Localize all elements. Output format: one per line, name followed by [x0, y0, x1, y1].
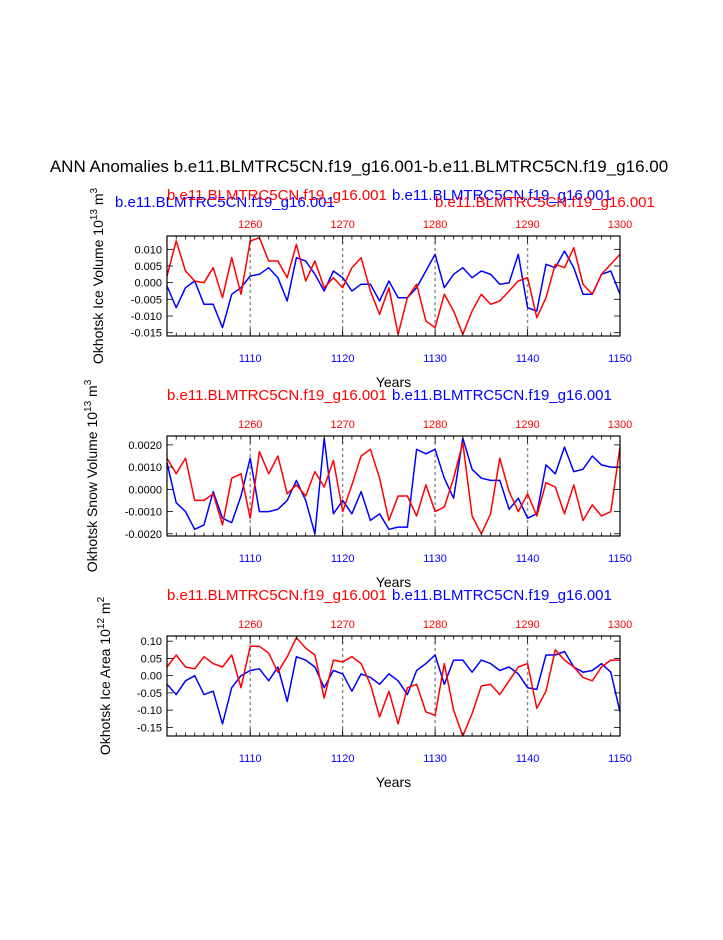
- series-label-blue-2: b.e11.BLMTRC5CN.f19_g16.001: [392, 187, 612, 204]
- y-axis-label-ylabel-exp: 13: [83, 400, 94, 412]
- y-tick-label: 0.10: [141, 636, 162, 648]
- y-tick-label: 0.00: [141, 671, 162, 683]
- x-tick-label-bottom: 1110: [239, 753, 262, 765]
- x-axis-label: Years: [376, 774, 411, 790]
- x-tick-label-top: 1260: [238, 619, 262, 631]
- y-tick-label: -0.015: [131, 328, 162, 340]
- x-tick-label-top: 1260: [238, 219, 262, 231]
- y-tick-label: -0.0010: [125, 507, 162, 519]
- x-tick-label-top: 1290: [515, 419, 539, 431]
- figure-title: ANN Anomalies b.e11.BLMTRC5CN.f19_g16.00…: [50, 157, 668, 176]
- x-tick-label-top: 1260: [238, 419, 262, 431]
- x-tick-label-top: 1270: [330, 419, 354, 431]
- x-tick-label-bottom: 1150: [608, 553, 632, 565]
- y-tick-label: -0.05: [137, 688, 162, 700]
- panel-ice-volume: 1110 1120 1130 1140 1150 1260 1270 1280 1290 1300…: [89, 187, 655, 390]
- x-tick-label-bottom: 1140: [516, 753, 540, 765]
- series-label-blue: b.e11.BLMTRC5CN.f19_g16.001: [392, 587, 612, 604]
- y-axis-label-ylabel-main: Okhotsk Ice Area 10: [97, 629, 113, 755]
- series-line-red: [166, 236, 621, 336]
- plot-frame: [166, 235, 621, 337]
- y-axis-label-ylabel-exp: 12: [96, 618, 107, 630]
- x-tick-label-bottom: 1140: [516, 553, 540, 565]
- y-axis-label: Okhotsk Snow Volume 1013 m3: [83, 379, 100, 572]
- series-label-blue: b.e11.BLMTRC5CN.f19_g16.001: [392, 387, 612, 404]
- x-tick-label-bottom: 1110: [239, 553, 262, 565]
- series-line-blue: [166, 437, 620, 535]
- y-tick-label: 0.05: [141, 653, 162, 665]
- x-tick-label-top: 1300: [608, 219, 632, 231]
- y-axis-label-ylabel-unit-exp: 2: [96, 596, 107, 602]
- series-line-red: [166, 636, 620, 737]
- x-tick-label-top: 1290: [515, 219, 539, 231]
- x-tick-label-top: 1270: [330, 619, 354, 631]
- y-axis-label-ylabel-exp: 13: [89, 209, 100, 221]
- series-label-red: b.e11.BLMTRC5CN.f19_g16.001: [167, 187, 387, 204]
- x-tick-label-top: 1270: [330, 219, 354, 231]
- y-tick-label: 0.0020: [128, 440, 162, 452]
- y-tick-label: 0.000: [134, 278, 162, 290]
- y-tick-label: -0.0020: [125, 529, 162, 541]
- x-tick-label-top: 1300: [608, 619, 632, 631]
- panel-snow-volume: 1110 1120 1130 1140 1150 1260 1270 1280 1290 1300…: [83, 379, 632, 590]
- y-axis-label-ylabel-unit: m: [97, 602, 113, 618]
- x-tick-label-bottom: 1130: [423, 753, 447, 765]
- y-tick-label: -0.010: [131, 311, 162, 323]
- x-tick-label-top: 1280: [423, 219, 447, 231]
- y-tick-label: 0.0010: [128, 462, 162, 474]
- y-axis-label-ylabel-main: Okhotsk Ice Volume 10: [90, 220, 106, 364]
- plot-frame: [166, 635, 621, 737]
- y-tick-label: -0.005: [131, 294, 162, 306]
- x-tick-label-bottom: 1130: [423, 353, 447, 365]
- x-tick-label-top: 1290: [515, 619, 539, 631]
- x-tick-label-bottom: 1110: [239, 353, 262, 365]
- series-line-blue: [166, 250, 621, 329]
- series-line-red: [166, 441, 621, 535]
- y-tick-label: 0.005: [134, 261, 162, 273]
- x-tick-label-top: 1280: [423, 619, 447, 631]
- y-tick-label: -0.15: [137, 722, 162, 734]
- y-axis-label-ylabel-unit: m: [90, 193, 106, 209]
- plot-frame: [166, 435, 621, 537]
- y-axis-label-ylabel-unit-exp: 3: [83, 379, 94, 385]
- x-tick-label-top: 1280: [423, 419, 447, 431]
- y-axis-label-ylabel-unit: m: [84, 385, 100, 401]
- series-label-red: b.e11.BLMTRC5CN.f19_g16.001: [167, 387, 387, 404]
- panel-ice-area: 1110 1120 1130 1140 1150 1260 1270 1280 1290 1300…: [96, 587, 632, 790]
- y-axis-label-ylabel-unit-exp: 3: [89, 187, 100, 193]
- series-label-red-2: b.e11.BLMTRC5CN.f19_g16.001: [435, 194, 655, 211]
- x-tick-label-bottom: 1120: [331, 553, 355, 565]
- x-tick-label-bottom: 1150: [608, 753, 632, 765]
- x-tick-label-top: 1300: [608, 419, 632, 431]
- y-axis-label: Okhotsk Ice Volume 1013 m3: [89, 187, 106, 364]
- x-tick-label-bottom: 1140: [516, 353, 540, 365]
- x-axis-label: Years: [376, 374, 411, 390]
- series-label-blue: b.e11.BLMTRC5CN.f19_g16.001: [115, 194, 335, 211]
- x-tick-label-bottom: 1130: [423, 553, 447, 565]
- x-tick-label-bottom: 1120: [331, 353, 355, 365]
- x-axis-label: Years: [376, 574, 411, 590]
- y-axis-label-ylabel-main: Okhotsk Snow Volume 10: [84, 412, 100, 573]
- x-tick-label-bottom: 1150: [608, 353, 632, 365]
- y-tick-label: 0.0000: [128, 484, 162, 496]
- series-label-red: b.e11.BLMTRC5CN.f19_g16.001: [167, 587, 387, 604]
- y-tick-label: 0.010: [134, 244, 162, 256]
- y-tick-label: -0.10: [137, 705, 162, 717]
- y-axis-label: Okhotsk Ice Area 1012 m2: [96, 596, 113, 755]
- series-line-blue: [166, 650, 621, 725]
- x-tick-label-bottom: 1120: [331, 753, 355, 765]
